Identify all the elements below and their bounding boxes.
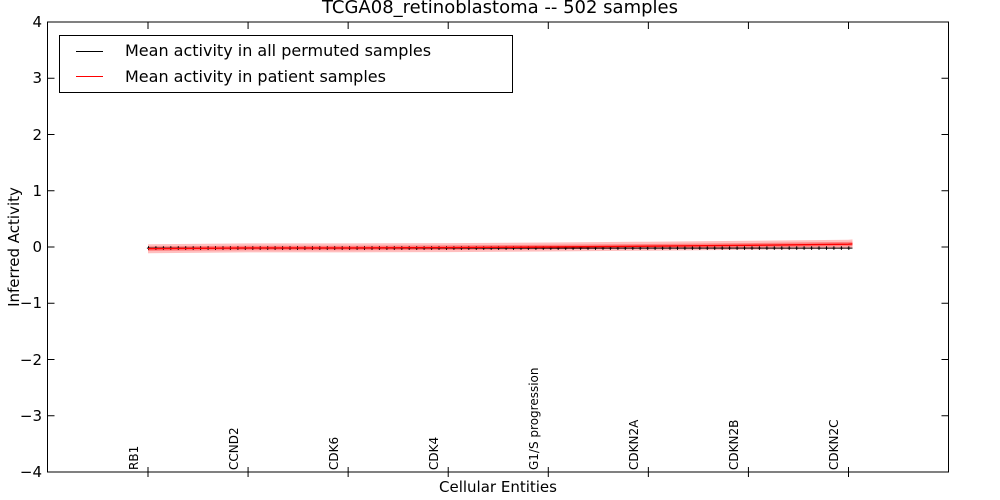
patient-mean-line <box>147 243 853 250</box>
y-tick-label: 3 <box>32 69 42 88</box>
legend-line-sample <box>76 76 103 78</box>
legend-item-label: Mean activity in all permuted samples <box>125 41 432 61</box>
chart-title: TCGA08_retinoblastoma -- 502 samples <box>321 0 679 18</box>
patient-uncertainty-band <box>148 239 853 254</box>
x-tick-label: CDK6 <box>327 436 342 470</box>
x-tick-label: CDKN2A <box>627 419 642 470</box>
legend-item-label: Mean activity in patient samples <box>125 66 386 86</box>
y-tick-label: −1 <box>19 294 42 313</box>
x-tick-label: G1/S progression <box>527 367 542 471</box>
x-axis-label: Cellular Entities <box>439 478 557 496</box>
x-tick-label: RB1 <box>127 445 141 470</box>
y-tick-label: −4 <box>19 463 42 481</box>
legend-item: Mean activity in all permuted samples <box>60 41 512 61</box>
x-tick-label: CDK4 <box>427 436 442 470</box>
y-tick-label: 1 <box>32 181 42 200</box>
x-tick-label: CCND2 <box>227 427 242 470</box>
x-tick-label: CDKN2B <box>727 419 742 470</box>
legend-line-sample <box>76 50 103 52</box>
x-tick-label: CDKN2C <box>827 419 842 470</box>
legend-item: Mean activity in patient samples <box>60 67 512 87</box>
y-tick-label: 0 <box>32 238 42 256</box>
y-tick-label: −2 <box>19 350 42 369</box>
legend: Mean activity in all permuted samples Mea… <box>59 35 513 93</box>
y-tick-label: 4 <box>32 13 42 31</box>
y-tick-label: −3 <box>19 406 42 425</box>
y-tick-label: 2 <box>32 125 42 144</box>
